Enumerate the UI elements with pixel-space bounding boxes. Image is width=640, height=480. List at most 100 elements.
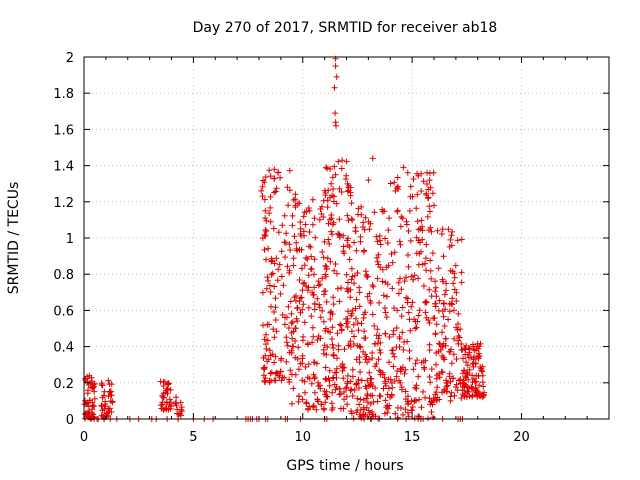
data-point <box>300 301 307 308</box>
data-point <box>285 202 292 209</box>
data-point <box>262 379 269 385</box>
data-point <box>272 377 279 384</box>
data-point <box>418 404 425 411</box>
data-point <box>288 320 295 327</box>
data-point <box>446 243 453 250</box>
data-point <box>278 273 285 280</box>
data-point <box>394 207 401 214</box>
data-point <box>426 395 433 402</box>
data-point <box>386 334 393 340</box>
data-point <box>327 258 334 265</box>
data-point <box>272 188 279 195</box>
data-point <box>107 389 114 396</box>
data-point <box>399 329 406 336</box>
data-point <box>272 295 279 302</box>
data-point <box>303 254 309 261</box>
data-point <box>302 221 309 228</box>
data-point <box>361 247 368 254</box>
data-point <box>267 204 274 211</box>
data-point <box>358 377 365 384</box>
data-point <box>452 384 459 390</box>
y-tick-label: 0.4 <box>53 341 74 356</box>
data-point <box>268 303 274 310</box>
data-point <box>436 370 442 377</box>
data-point <box>264 321 271 328</box>
data-point <box>420 283 427 289</box>
data-point <box>323 298 330 305</box>
data-point <box>434 394 441 401</box>
y-tick-label: 0 <box>66 413 74 428</box>
data-point <box>447 378 454 385</box>
data-point <box>426 286 433 293</box>
data-point <box>298 246 305 253</box>
data-point <box>360 348 367 355</box>
data-point <box>405 401 412 408</box>
data-point <box>307 244 314 250</box>
data-point <box>275 169 282 176</box>
data-point <box>415 261 422 268</box>
data-point <box>391 353 398 360</box>
data-point <box>420 178 427 185</box>
data-point <box>407 183 414 190</box>
data-point <box>391 305 398 312</box>
data-point <box>437 347 444 353</box>
data-point <box>163 399 170 406</box>
data-point <box>327 216 333 223</box>
data-point <box>314 337 321 343</box>
data-point <box>441 291 448 298</box>
data-point <box>376 299 383 306</box>
data-point <box>385 376 392 383</box>
data-point <box>329 221 336 228</box>
data-point <box>360 315 367 321</box>
data-point <box>382 279 389 286</box>
data-point <box>416 307 423 314</box>
data-point <box>261 366 268 373</box>
data-point <box>479 363 486 370</box>
data-point <box>264 337 271 344</box>
data-point <box>349 392 356 399</box>
x-tick-label: 15 <box>404 430 421 445</box>
data-point <box>390 347 396 354</box>
data-point <box>91 395 98 402</box>
data-point <box>337 390 344 397</box>
data-point <box>387 180 394 187</box>
data-point <box>89 382 96 388</box>
data-point <box>343 172 350 179</box>
data-point <box>357 344 364 351</box>
data-point <box>363 395 370 402</box>
data-point <box>443 287 449 294</box>
data-point <box>439 329 445 336</box>
data-point <box>262 227 269 233</box>
data-point <box>423 267 430 274</box>
data-point <box>99 382 106 389</box>
data-point <box>380 292 387 299</box>
data-point <box>377 349 384 356</box>
data-point <box>372 413 379 420</box>
data-point <box>309 324 316 331</box>
data-point <box>295 366 302 373</box>
data-point <box>351 280 357 287</box>
data-point <box>401 278 408 285</box>
data-point <box>395 279 402 286</box>
data-point <box>335 346 342 353</box>
data-point <box>448 360 455 367</box>
data-point <box>389 285 396 292</box>
data-point <box>412 360 419 367</box>
data-point <box>397 405 404 411</box>
data-point <box>386 359 392 366</box>
data-point <box>330 374 337 381</box>
data-point <box>296 277 303 283</box>
data-point <box>349 273 356 280</box>
data-point <box>369 311 376 318</box>
data-point <box>258 187 265 194</box>
data-point <box>173 394 180 401</box>
data-point <box>266 282 273 289</box>
data-point <box>301 378 308 385</box>
data-point <box>266 347 273 354</box>
data-point <box>266 210 273 217</box>
data-point <box>433 321 440 328</box>
data-point <box>460 355 466 362</box>
data-point <box>274 277 281 284</box>
data-point <box>275 372 282 379</box>
data-point <box>408 303 415 310</box>
